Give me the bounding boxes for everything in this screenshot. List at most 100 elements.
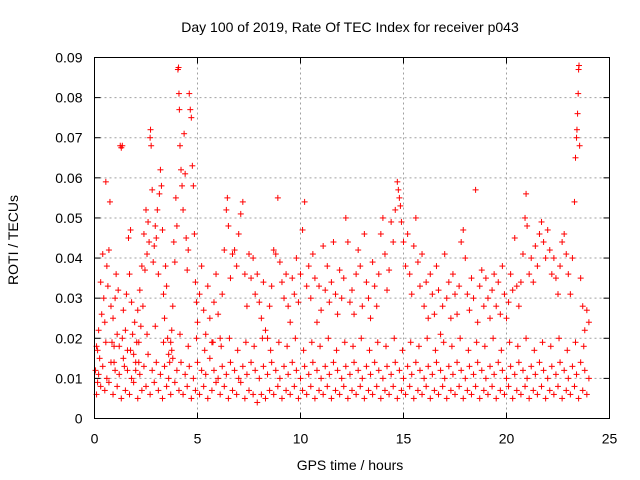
data-point [406,383,413,390]
data-point [447,387,454,394]
data-point [161,363,168,370]
data-point [178,166,185,173]
data-point [421,303,428,310]
data-point [166,359,173,366]
data-point [139,303,146,310]
data-point [125,235,132,241]
data-point [431,311,438,318]
data-point [301,198,308,205]
data-point [474,359,481,366]
grid-lines [94,57,610,419]
data-point [208,387,215,394]
data-point [460,226,467,233]
y-tick-labels: 0 0.01 0.02 0.03 0.04 0.05 0.06 0.07 0.08 0.09 [55,50,82,427]
data-point [157,166,164,173]
y-tick-label: 0.03 [55,290,82,306]
data-point [209,339,216,346]
data-point [262,395,269,402]
data-point [258,391,265,398]
data-point [114,331,121,338]
data-point [330,359,337,366]
data-point [138,263,145,270]
data-point [379,375,386,382]
data-point [243,371,250,378]
data-point [559,395,566,402]
data-point [157,371,164,378]
data-point [111,343,118,350]
data-point [338,375,345,382]
data-point [530,279,537,286]
data-point [577,359,584,366]
data-point [440,339,447,346]
data-point [476,283,483,290]
data-point [490,335,497,342]
data-point [384,287,391,294]
data-point [386,267,393,274]
data-point [458,239,465,246]
data-point [402,263,409,270]
data-point [138,387,145,394]
data-point [523,190,530,197]
data-point [462,375,469,382]
data-point [400,239,407,246]
data-point [192,387,199,394]
y-tick-label: 0.04 [55,250,82,266]
data-point [396,194,403,201]
data-point [144,251,151,258]
y-tick-label: 0.07 [55,130,82,146]
data-point [473,339,480,346]
data-point [437,367,444,374]
data-point [511,371,518,378]
data-point [528,363,535,370]
data-point [569,363,576,370]
data-point [266,387,273,394]
data-point [246,251,252,258]
data-point [351,311,358,318]
data-point [196,391,203,398]
data-point [156,190,163,197]
data-point [243,303,250,310]
data-point [448,343,455,350]
data-point [140,230,147,237]
data-point [189,162,196,169]
data-point [132,367,139,374]
data-point [318,307,325,314]
data-point [103,375,110,382]
data-point [188,395,195,402]
data-point [289,275,296,282]
data-point [176,331,183,338]
data-point [445,363,452,370]
data-point [439,383,446,390]
data-point [318,375,325,382]
data-point [164,335,171,342]
data-point [334,311,341,318]
data-point [128,375,135,382]
data-point [548,363,555,370]
data-point [367,371,374,378]
data-point [546,247,553,254]
chart-title: Day 100 of 2019, Rate Of TEC Index for r… [181,19,519,35]
data-point [381,251,388,258]
data-point [369,391,376,398]
x-tick-label: 15 [396,431,412,447]
data-point [355,247,362,254]
data-point [167,391,174,398]
data-point [573,134,580,141]
data-point [150,259,157,266]
data-point [92,367,99,374]
data-point [114,383,121,390]
data-point [99,251,106,258]
data-point [390,239,397,246]
data-point [140,363,147,370]
data-point [223,206,230,213]
data-point [239,198,246,205]
data-point [225,222,232,229]
data-point [349,387,355,394]
data-point [449,271,456,278]
data-point [567,291,574,298]
data-point [112,295,119,302]
data-point [95,327,102,334]
data-point [159,395,166,402]
data-point [217,391,224,398]
data-point [110,391,117,398]
